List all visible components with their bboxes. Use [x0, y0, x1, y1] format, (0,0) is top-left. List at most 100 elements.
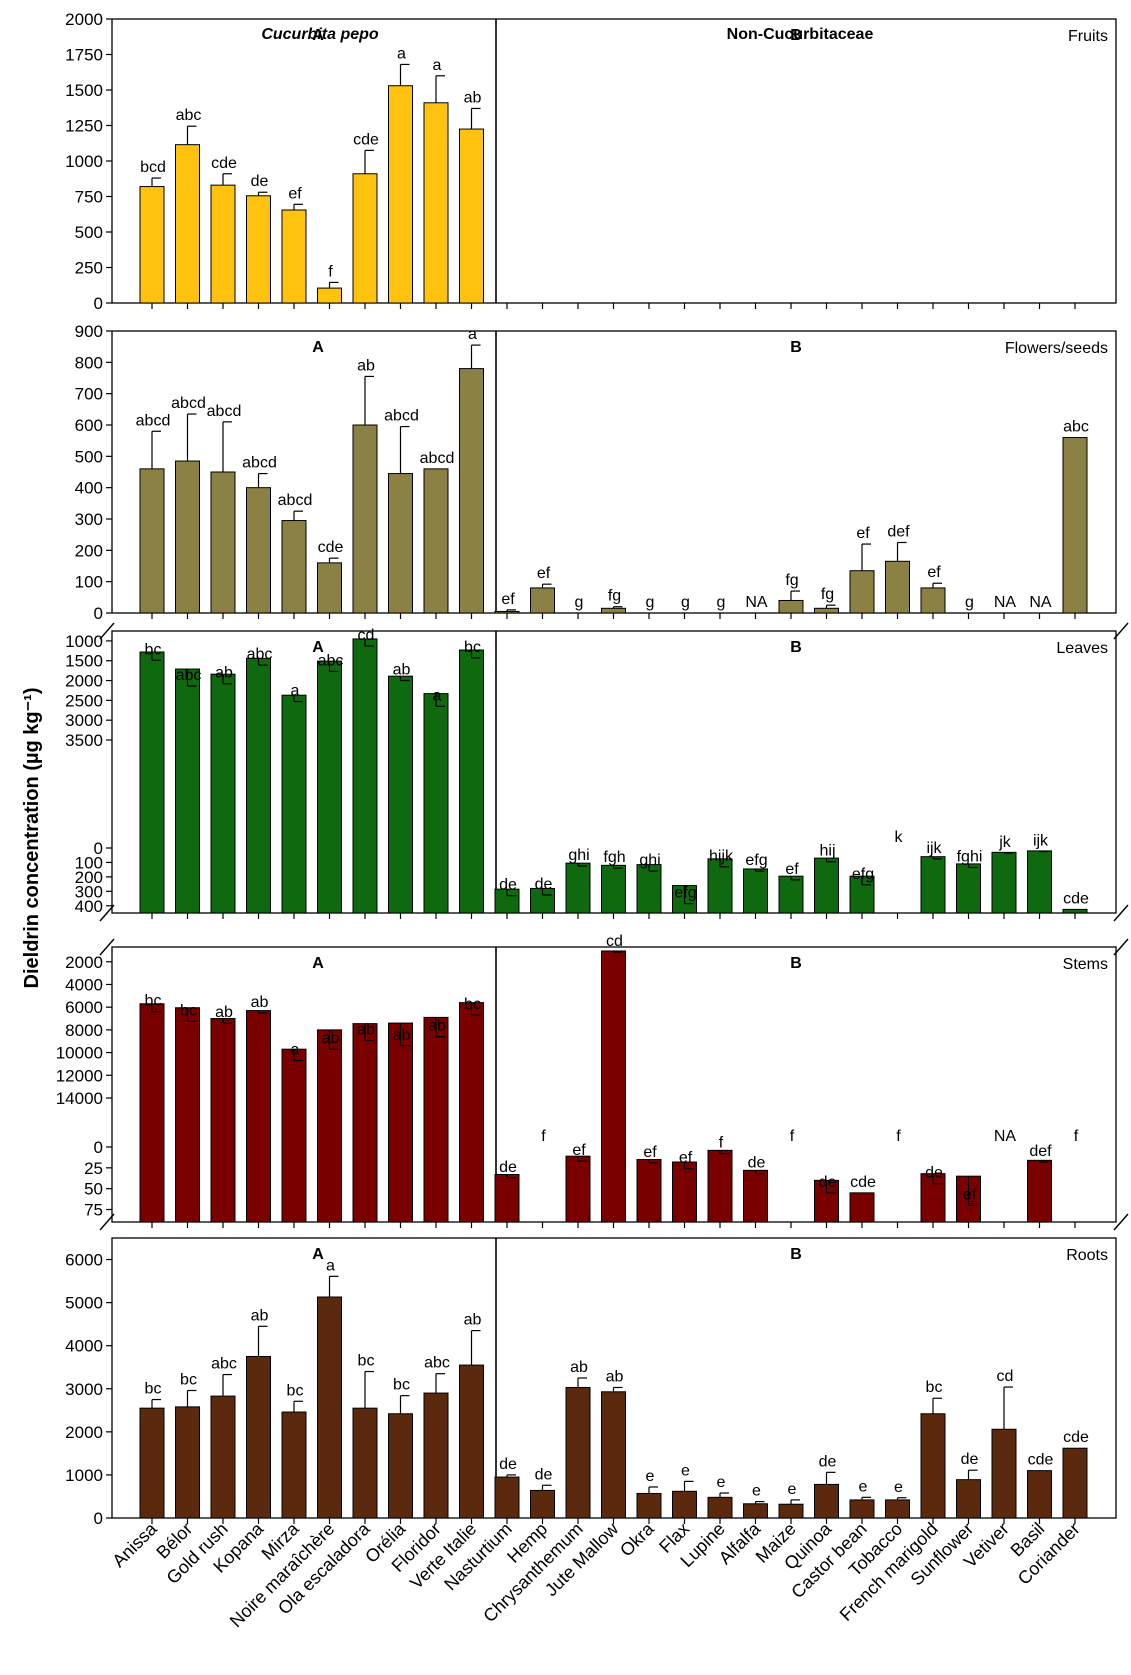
- significance-letter: a: [291, 683, 300, 700]
- significance-letter: ab: [251, 994, 269, 1011]
- bar: [494, 1476, 520, 1519]
- significance-letter: de: [819, 1174, 837, 1191]
- significance-letter: a: [326, 1257, 335, 1274]
- significance-letter: de: [535, 1466, 553, 1483]
- significance-letter: fgh: [603, 849, 625, 866]
- panel-leaves: 0100200300400100015002000250030003500bca…: [65, 622, 1129, 922]
- bar: [388, 1022, 413, 1223]
- y-tick-label: 2000: [65, 672, 103, 691]
- y-tick-label: 0: [94, 294, 103, 313]
- significance-letter: ab: [464, 89, 482, 106]
- significance-letter: abc: [176, 107, 202, 124]
- bar: [388, 1413, 413, 1519]
- y-tick-label: 250: [75, 259, 103, 278]
- significance-letter: ijk: [926, 840, 942, 857]
- bar: [139, 1407, 165, 1519]
- significance-letter: f: [719, 1135, 724, 1152]
- significance-letter: abc: [424, 1355, 450, 1372]
- y-tick-label: 1250: [65, 117, 103, 136]
- significance-letter: bc: [145, 993, 162, 1010]
- bar: [352, 1023, 378, 1223]
- bar: [814, 1483, 839, 1519]
- significance-letter: jk: [998, 834, 1012, 851]
- group-label-b: B: [790, 27, 802, 44]
- significance-letter: bc: [393, 1377, 410, 1394]
- y-tick-label: 100: [75, 573, 103, 592]
- bar: [849, 1192, 875, 1223]
- bar: [210, 471, 236, 614]
- significance-letter: abcd: [136, 412, 171, 429]
- bar: [672, 1161, 697, 1223]
- axis-break-mark: [99, 938, 115, 956]
- bar: [317, 562, 342, 614]
- axis-break-mark: [1113, 938, 1129, 956]
- significance-letter: de: [499, 877, 517, 894]
- significance-letter: bc: [464, 996, 481, 1013]
- significance-letter: bc: [464, 639, 481, 656]
- y-tick-label: 800: [75, 353, 103, 372]
- significance-letter: def: [887, 524, 910, 541]
- y-tick-label: 500: [75, 223, 103, 242]
- significance-letter: cde: [850, 1174, 876, 1191]
- significance-letter: abcd: [242, 455, 277, 472]
- bar: [956, 1479, 981, 1519]
- bar: [778, 875, 804, 914]
- significance-letter: g: [646, 594, 655, 611]
- significance-letter: de: [535, 876, 553, 893]
- y-tick-label: 0: [94, 839, 103, 858]
- significance-letter: de: [499, 1456, 517, 1473]
- significance-letter: abcd: [278, 492, 313, 509]
- y-tick-label: 3000: [65, 1380, 103, 1399]
- bar: [530, 1489, 555, 1519]
- bar: [281, 1048, 307, 1223]
- y-tick-label: 0: [94, 604, 103, 623]
- significance-letter: ab: [428, 1018, 446, 1035]
- y-tick-label: 300: [75, 510, 103, 529]
- y-tick-label: 400: [75, 479, 103, 498]
- y-tick-label: 10000: [56, 1044, 103, 1063]
- axis-break-mark: [99, 904, 115, 922]
- bar: [743, 868, 768, 914]
- significance-letter: ab: [606, 1368, 624, 1385]
- significance-letter: f: [541, 1128, 546, 1145]
- bar: [991, 851, 1017, 914]
- bar: [565, 1155, 591, 1223]
- bar: [672, 1490, 697, 1519]
- bar: [636, 1492, 662, 1519]
- y-tick-label: 500: [75, 447, 103, 466]
- bar: [246, 657, 271, 914]
- bar: [601, 607, 626, 614]
- bar: [920, 587, 946, 614]
- significance-letter: cde: [353, 131, 379, 148]
- significance-letter: bcd: [140, 159, 166, 176]
- significance-letter: g: [965, 594, 974, 611]
- panel-fruits: 025050075010001250150017502000bcdabccded…: [65, 10, 1117, 313]
- bar: [565, 1386, 591, 1519]
- bar: [494, 1174, 520, 1223]
- significance-letter: ghi: [639, 852, 660, 869]
- bar: [423, 102, 449, 304]
- significance-letter: a: [433, 687, 442, 704]
- significance-letter: bc: [145, 641, 162, 658]
- significance-letter: ijk: [1033, 833, 1049, 850]
- y-tick-label: 100: [75, 853, 103, 872]
- bar: [317, 1029, 342, 1223]
- significance-letter: bc: [180, 1371, 197, 1388]
- bar: [814, 607, 839, 614]
- bar: [636, 1159, 662, 1223]
- bar: [246, 195, 271, 304]
- bar: [459, 1002, 484, 1223]
- bar: [352, 173, 378, 304]
- bar: [814, 857, 839, 914]
- significance-letter: f: [1074, 1128, 1079, 1145]
- bar: [281, 694, 307, 914]
- bar: [423, 1392, 449, 1519]
- bar: [565, 862, 591, 914]
- bar: [139, 1003, 165, 1223]
- bar: [707, 858, 733, 914]
- axis-break-mark: [1113, 904, 1129, 922]
- panel-stems: 0 25 50 75 2000 4000 6000 8000 10000 12000 14000 bc…: [56, 933, 1129, 1231]
- y-tick-label: 400: [75, 897, 103, 916]
- bar: [459, 649, 484, 914]
